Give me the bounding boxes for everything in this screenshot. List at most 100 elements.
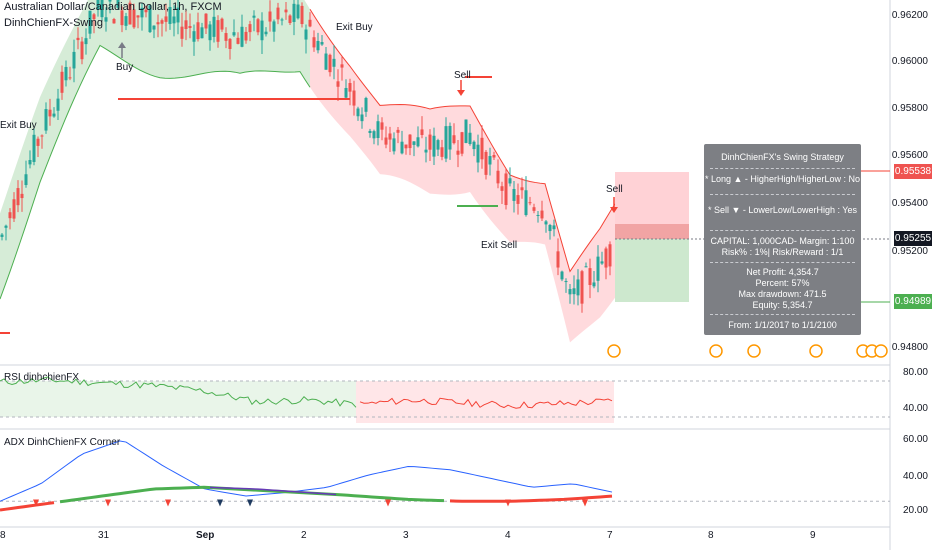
adx-signal-marker-icon xyxy=(385,499,391,507)
candle-body xyxy=(36,138,40,146)
candle-body xyxy=(240,26,244,47)
candle-body xyxy=(236,37,240,44)
time-tick: 9 xyxy=(810,530,816,541)
price-tick: 0.96000 xyxy=(891,56,928,67)
event-marker-icon xyxy=(607,344,621,358)
candle-body xyxy=(380,122,384,130)
candle-body xyxy=(172,16,176,24)
candle-body xyxy=(508,178,512,184)
adx-signal-marker-icon xyxy=(247,499,253,507)
candle-body xyxy=(128,2,132,25)
info-separator xyxy=(710,314,855,315)
candle-body xyxy=(392,138,396,152)
candle-body xyxy=(0,234,4,237)
candle-body xyxy=(12,199,16,219)
candle-body xyxy=(436,140,440,150)
candle-body xyxy=(512,188,516,201)
adx-signal-marker-icon xyxy=(217,499,223,507)
candle-body xyxy=(188,26,192,28)
candle-body xyxy=(604,248,608,268)
take-profit-zone xyxy=(615,239,689,302)
candle-body xyxy=(528,202,532,204)
candle-body xyxy=(204,13,208,29)
info-percent: Percent: 57% xyxy=(755,278,810,288)
candle-body xyxy=(32,134,36,162)
exit-sell-label: Exit Sell xyxy=(481,240,518,251)
candle-body xyxy=(596,256,600,281)
candle-body xyxy=(272,21,276,32)
price-tick: 0.95200 xyxy=(891,246,928,257)
price-tag-current: 0.95255 xyxy=(894,231,932,246)
di-line-red xyxy=(0,501,55,512)
adx-signal-marker-icon xyxy=(582,499,588,507)
candle-body xyxy=(364,97,368,112)
candle-body xyxy=(148,5,152,33)
exit-buy-label: Exit Buy xyxy=(0,120,37,131)
candle-body xyxy=(444,126,448,159)
candle-body xyxy=(64,66,68,81)
info-separator xyxy=(710,194,855,195)
candle-body xyxy=(208,24,212,41)
candle-body xyxy=(492,155,496,158)
sell-arrow-icon-2 xyxy=(610,207,618,213)
candle-body xyxy=(556,251,560,268)
candle-body xyxy=(384,137,388,145)
info-risk: Risk% : 1%| Risk/Reward : 1/1 xyxy=(721,247,844,257)
chart-title: Australian Dollar/Canadian Dollar, 1h, F… xyxy=(4,1,222,13)
candle-body xyxy=(72,51,76,69)
candle-body xyxy=(540,210,544,219)
candle-body xyxy=(156,22,160,25)
price-tick: 0.95400 xyxy=(891,198,928,209)
candle-body xyxy=(184,20,188,30)
candle-body xyxy=(568,289,572,295)
candle-body xyxy=(168,6,172,24)
info-period: From: 1/1/2017 to 1/1/2100 xyxy=(728,320,837,330)
candle-body xyxy=(28,160,32,165)
candle-body xyxy=(324,53,328,70)
price-tick: 0.95800 xyxy=(891,103,928,114)
candle-body xyxy=(220,18,224,30)
adx-tick: 60.00 xyxy=(902,434,928,445)
candle-body xyxy=(100,0,104,18)
time-tick: 4 xyxy=(505,530,511,541)
candle-body xyxy=(484,151,488,175)
candle-body xyxy=(336,81,340,87)
candle-body xyxy=(608,244,612,267)
event-marker-icon xyxy=(809,344,823,358)
candle-body xyxy=(192,31,196,42)
event-marker-icon xyxy=(709,344,723,358)
candle-body xyxy=(8,212,12,219)
candle-body xyxy=(340,64,344,68)
candle-body xyxy=(488,156,492,165)
candle-body xyxy=(548,224,552,232)
candle-body xyxy=(412,141,416,145)
rsi-tick: 80.00 xyxy=(902,367,928,378)
indicator-title: DinhChienFX-Swing xyxy=(4,17,104,29)
stop-loss-zone xyxy=(615,172,689,224)
candle-body xyxy=(212,16,216,37)
candle-body xyxy=(592,282,596,287)
candle-body xyxy=(344,87,348,98)
candle-body xyxy=(76,37,80,41)
buy-label: Buy xyxy=(116,62,134,73)
candle-body xyxy=(112,19,116,24)
candle-body xyxy=(552,225,556,230)
candle-body xyxy=(320,42,324,45)
candle-body xyxy=(348,83,352,92)
candle-body xyxy=(500,186,504,191)
candle-body xyxy=(116,0,120,8)
price-tick: 0.95600 xyxy=(891,150,928,161)
time-tick: 7 xyxy=(607,530,613,541)
candle-body xyxy=(452,135,456,144)
candle-body xyxy=(428,134,432,150)
candle-body xyxy=(400,141,404,154)
time-tick: 2 xyxy=(301,530,307,541)
adx-tick: 40.00 xyxy=(902,471,928,482)
adx-line xyxy=(0,440,613,502)
rsi-line-bear xyxy=(359,397,613,409)
candle-body xyxy=(404,144,408,149)
event-marker-icon xyxy=(747,344,761,358)
adx-signal-marker-icon xyxy=(165,499,171,507)
candle-body xyxy=(288,15,292,24)
